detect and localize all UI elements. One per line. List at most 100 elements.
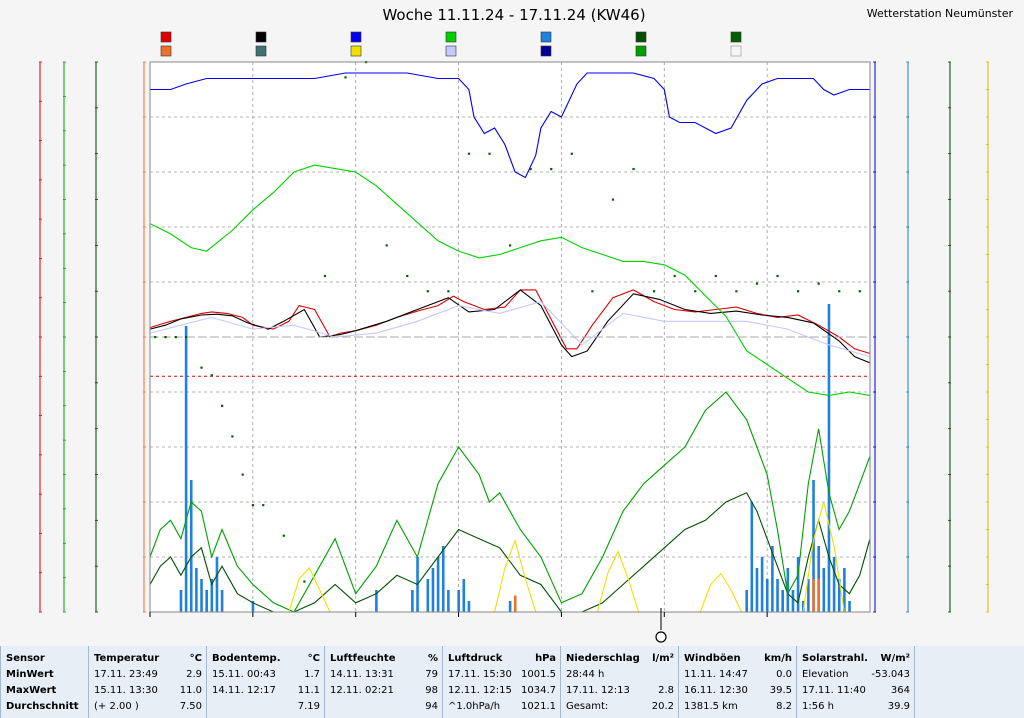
stats-cell-value: 39.5 xyxy=(769,685,792,696)
stats-cell-value: 1021.1 xyxy=(521,701,556,712)
stats-cell-label: Sensor xyxy=(6,653,45,664)
station-name: Wetterstation Neumünster xyxy=(867,7,1014,20)
point-windrichtung xyxy=(262,504,265,507)
time-cursor[interactable] xyxy=(655,608,667,643)
stats-row: 15.11. 13:30 11.0 xyxy=(94,683,202,699)
stats-cell-label: Solarstrahl. xyxy=(802,653,868,664)
stats-cell-value: 7.50 xyxy=(179,701,202,712)
bar-niederschlag xyxy=(848,601,851,612)
stats-cell-label: Luftdruck xyxy=(448,653,503,664)
stats-column: Sensor MinWert MaxWert Durchschnitt xyxy=(0,646,88,718)
bar-niederschlag xyxy=(791,590,795,612)
point-windrichtung xyxy=(632,167,635,171)
stats-cell-value: 2.9 xyxy=(186,669,202,680)
stats-cell-value: 364 xyxy=(890,685,910,696)
bar-niederschlag xyxy=(786,568,790,612)
stats-cell-value: 79 xyxy=(425,669,438,680)
stats-row: 17.11. 15:30 1001.5 xyxy=(448,667,556,683)
chart-title: Woche 11.11.24 - 17.11.24 (KW46) xyxy=(382,6,645,24)
stats-cell-value: 1034.7 xyxy=(521,685,556,696)
bar-niederschlag xyxy=(195,568,198,612)
point-windrichtung xyxy=(210,374,213,377)
stats-header: Luftdruck hPa xyxy=(448,651,556,667)
point-windrichtung xyxy=(282,534,285,537)
bar-niederschlag xyxy=(776,579,779,612)
stats-cell-label: Windböen xyxy=(684,653,741,664)
point-windrichtung xyxy=(426,290,429,293)
stats-cell-label: 17.11. 12:13 xyxy=(566,685,630,696)
stats-row: 17.11. 11:40 364 xyxy=(802,683,910,699)
point-windrichtung xyxy=(241,473,244,476)
stats-cell-value: 94 xyxy=(425,701,438,712)
point-windrichtung xyxy=(303,580,306,583)
point-windrichtung xyxy=(735,290,738,293)
stats-header: Luftfeuchte% xyxy=(330,651,438,667)
point-windrichtung xyxy=(714,274,717,278)
stats-row: 14.11. 13:31 79 xyxy=(330,667,438,683)
point-windrichtung xyxy=(154,336,157,339)
stats-cell-label: 12.11. 12:15 xyxy=(448,685,512,696)
point-windrichtung xyxy=(550,167,553,171)
point-windrichtung xyxy=(231,435,234,438)
stats-cell-label: Durchschnitt xyxy=(6,701,79,712)
legend-swatch xyxy=(255,31,267,43)
legend-swatch xyxy=(445,45,457,57)
legend-swatch xyxy=(350,45,362,57)
stats-row: 1381.5 km 8.2 xyxy=(684,699,792,715)
bar-niederschlag xyxy=(837,579,841,612)
stats-cell-value: °C xyxy=(307,653,320,664)
stats-cell-label: 17.11. 11:40 xyxy=(802,685,866,696)
legend-swatch xyxy=(160,31,172,43)
stats-filler xyxy=(914,646,1024,718)
legend-swatch xyxy=(635,31,647,43)
stats-cell-value: 8.2 xyxy=(776,701,792,712)
bar-sonnenschein xyxy=(513,595,517,612)
stats-header: Temperatur °C xyxy=(94,651,202,667)
point-windrichtung xyxy=(323,274,327,278)
stats-cell-value: % xyxy=(427,653,438,664)
point-windrichtung xyxy=(797,290,800,293)
point-windrichtung xyxy=(174,336,177,339)
bar-sonnenschein xyxy=(812,579,815,612)
stats-cell-value: -53.043 xyxy=(871,669,910,680)
stats-cell-label: ^1.0hPa/h xyxy=(448,701,501,712)
time-cursor-handle[interactable] xyxy=(655,631,667,643)
stats-cell-value: 20.2 xyxy=(651,701,674,712)
bar-niederschlag xyxy=(251,601,255,612)
stats-cell-value: 98 xyxy=(425,685,438,696)
bar-niederschlag xyxy=(426,579,430,612)
bar-niederschlag xyxy=(796,557,800,612)
stats-cell-label: Temperatur xyxy=(94,653,160,664)
series-luftdruck xyxy=(149,164,871,396)
point-windrichtung xyxy=(185,336,188,339)
bar-niederschlag xyxy=(411,590,414,612)
series-luftfeuchte xyxy=(150,72,870,179)
point-windrichtung xyxy=(344,76,347,79)
series-windgeschw xyxy=(149,492,871,613)
legend-swatch xyxy=(255,45,267,57)
stats-column: Windböen km/h 11.11. 14:47 0.0 16.11. 12:30 3… xyxy=(678,646,796,718)
stats-cell-value: 7.19 xyxy=(297,701,320,712)
bar-niederschlag xyxy=(457,590,460,612)
stats-cell-value: km/h xyxy=(764,653,792,664)
stats-cell-label: 17.11. 15:30 xyxy=(448,669,512,680)
stats-cell-label: 1381.5 km xyxy=(684,701,738,712)
series-temperatur xyxy=(149,289,871,355)
stats-row: Durchschnitt xyxy=(6,699,84,715)
bar-niederschlag xyxy=(210,579,214,612)
stats-cell-label: MaxWert xyxy=(6,685,57,696)
bar-niederschlag xyxy=(215,557,219,612)
point-windrichtung xyxy=(570,152,573,155)
bar-niederschlag xyxy=(205,590,208,612)
bar-niederschlag xyxy=(807,579,810,612)
stats-cell-label: 17.11. 23:49 xyxy=(94,669,158,680)
stats-header: Bodentemp. °C xyxy=(212,651,320,667)
stats-row: MaxWert xyxy=(6,683,84,699)
point-windrichtung xyxy=(653,290,656,293)
bar-niederschlag xyxy=(184,326,188,612)
bar-niederschlag xyxy=(771,546,774,612)
stats-column: Luftfeuchte% 14.11. 13:31 79 12.11. 02:21 98… xyxy=(324,646,442,718)
legend-swatch xyxy=(730,31,742,43)
series-windb-en xyxy=(149,391,871,613)
legend-swatch xyxy=(160,45,172,57)
